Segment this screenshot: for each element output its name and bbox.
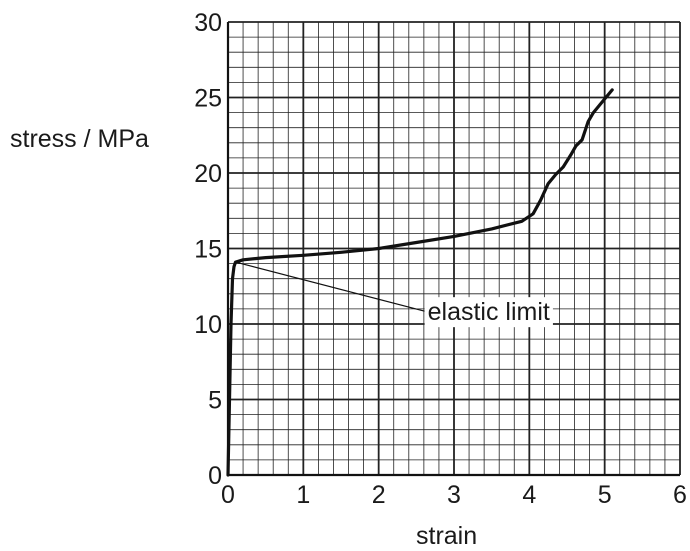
y-tick-label: 30: [194, 9, 222, 37]
y-tick-label: 5: [208, 387, 222, 415]
x-axis-label: strain: [416, 522, 477, 550]
x-tick-label: 6: [673, 481, 687, 509]
tick-labels: 0 1 2 3 4 5 6 0 5 10 15 20 25 30: [194, 9, 687, 509]
y-tick-label: 0: [208, 462, 222, 490]
x-tick-label: 4: [522, 481, 536, 509]
annotation-label-background: [424, 297, 553, 328]
annotation-label: elastic limit: [428, 298, 550, 326]
x-tick-label: 5: [598, 481, 612, 509]
x-tick-label: 0: [221, 481, 235, 509]
stress-strain-curve: [226, 88, 614, 477]
stress-strain-curve-group: [226, 88, 614, 477]
x-tick-label: 2: [372, 481, 386, 509]
y-tick-label: 25: [194, 85, 222, 113]
y-axis-label: stress / MPa: [10, 125, 149, 153]
y-tick-label: 10: [194, 311, 222, 339]
y-tick-label: 20: [194, 160, 222, 188]
x-tick-label: 1: [296, 481, 310, 509]
annotations: elastic limit: [235, 261, 553, 328]
annotation-leader-line: [235, 261, 425, 312]
x-tick-label: 3: [447, 481, 461, 509]
y-tick-label: 15: [194, 236, 222, 264]
